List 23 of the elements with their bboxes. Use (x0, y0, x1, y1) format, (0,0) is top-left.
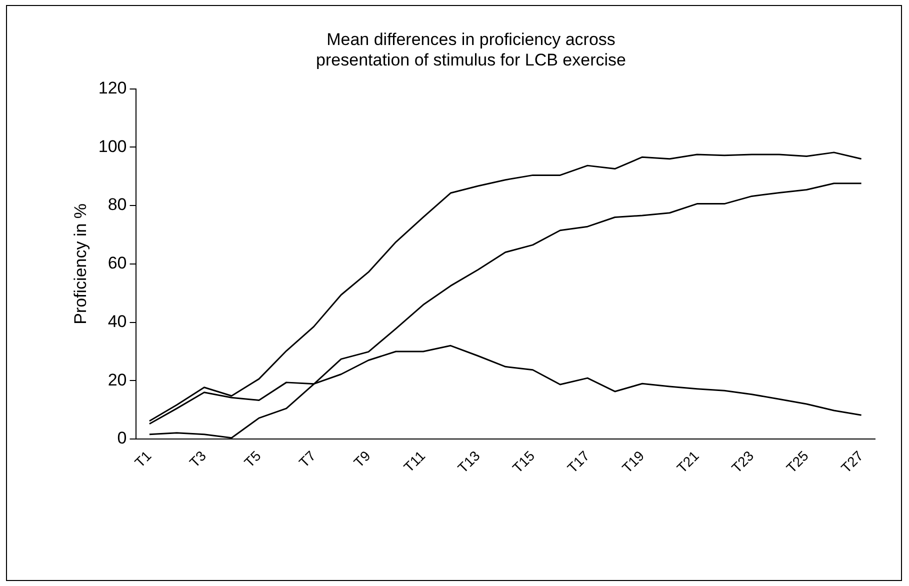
x-tick-label: T5 (240, 447, 264, 470)
x-tick-label: T13 (454, 447, 484, 476)
y-tick-label: 40 (108, 312, 127, 331)
y-tick-label: 80 (108, 195, 127, 214)
chart-title: Mean differences in proficiency across presentation of stimulus for LCB exercise (316, 30, 626, 70)
x-tick-label: T11 (400, 447, 428, 476)
y-tick-label: 60 (108, 254, 127, 273)
x-tick-label: T1 (131, 447, 154, 470)
x-tick-label: T17 (564, 447, 593, 476)
y-tick-label: 0 (117, 428, 127, 448)
y-axis-title: Proficiency in % (70, 203, 90, 324)
x-tick-label: T21 (674, 447, 702, 476)
y-tick-label: 120 (98, 78, 127, 98)
x-tick-label: T3 (186, 447, 210, 470)
x-tick-label: T15 (509, 447, 538, 476)
x-tick-label: T23 (728, 447, 757, 476)
x-tick-label: T9 (350, 447, 374, 470)
x-tick-label: T7 (296, 447, 319, 470)
x-tick-label: T27 (838, 447, 866, 476)
x-tick-label: T19 (618, 447, 648, 476)
x-tick-label: T25 (783, 447, 812, 476)
y-tick-label: 20 (108, 370, 127, 390)
y-tick-label: 100 (98, 136, 127, 156)
